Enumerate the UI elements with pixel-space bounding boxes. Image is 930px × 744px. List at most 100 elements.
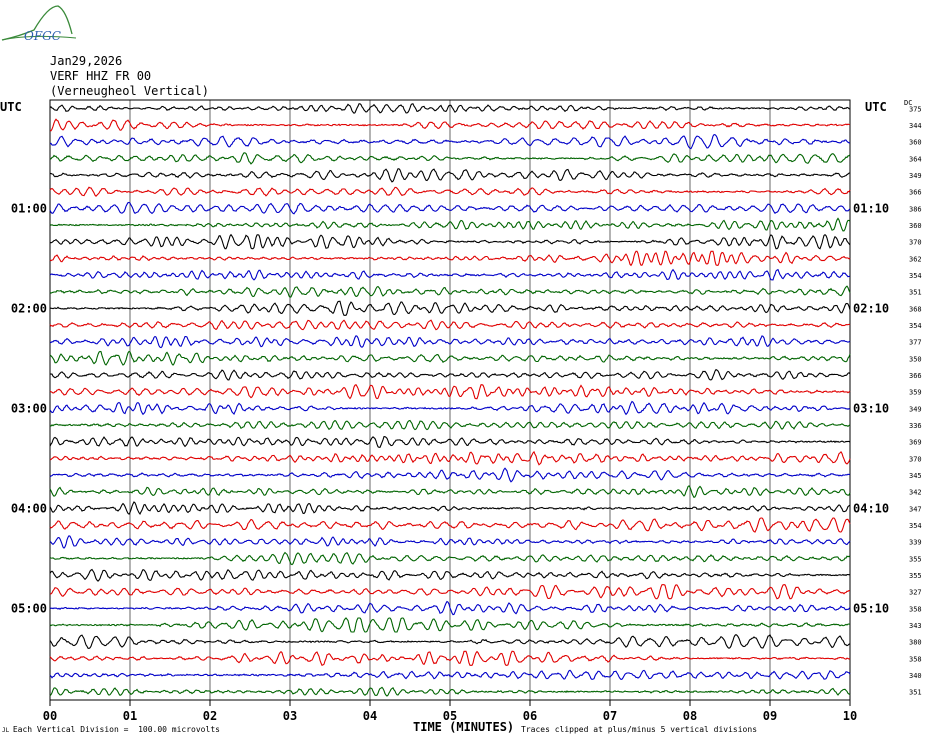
trace-line xyxy=(49,250,851,267)
right-time-label: 02:10 xyxy=(853,301,889,315)
trace-line xyxy=(49,584,850,600)
trace-line xyxy=(49,383,851,400)
trace-line xyxy=(49,268,851,281)
plot-grid xyxy=(49,99,851,706)
dc-offset-label: 336 xyxy=(909,422,922,430)
trace-line xyxy=(49,201,851,215)
x-tick-label: 00 xyxy=(43,709,57,723)
x-tick-label: 07 xyxy=(603,709,617,723)
trace-line xyxy=(49,669,851,681)
trace-line xyxy=(49,617,851,633)
footer-mark: JL xyxy=(2,727,13,734)
dc-offset-label: 345 xyxy=(909,472,922,480)
x-tick-label: 01 xyxy=(123,709,137,723)
dc-offset-label: 380 xyxy=(909,639,922,647)
trace-line xyxy=(49,152,851,165)
x-tick-label: 08 xyxy=(683,709,697,723)
dc-offset-label: 364 xyxy=(909,155,922,163)
dc-offset-label: 358 xyxy=(909,605,922,613)
trace-line xyxy=(49,400,851,416)
trace-line xyxy=(49,535,851,549)
dc-offset-label: 349 xyxy=(909,405,922,413)
dc-offset-label: 359 xyxy=(909,389,922,397)
station-code: VERF HHZ FR 00 xyxy=(50,69,152,83)
dc-offset-label: 366 xyxy=(909,372,922,380)
station-location: (Verneugheol Vertical) xyxy=(50,84,209,98)
x-tick-label: 03 xyxy=(283,709,297,723)
x-tick-label: 02 xyxy=(203,709,217,723)
left-time-label: 04:00 xyxy=(11,501,47,515)
trace-line xyxy=(49,233,851,250)
dc-offset-label: 354 xyxy=(909,522,922,530)
x-axis-title: TIME (MINUTES) xyxy=(413,720,515,734)
footer-scale-note: Each Vertical Division = 100.00 microvol… xyxy=(12,725,220,734)
trace-line xyxy=(49,217,851,232)
dc-offset-label: 344 xyxy=(909,122,922,130)
dc-offset-label: 351 xyxy=(909,289,922,297)
trace-line xyxy=(49,285,851,298)
dc-offset-label: 377 xyxy=(909,339,922,347)
trace-line xyxy=(49,319,851,331)
x-tick-label: 09 xyxy=(763,709,777,723)
footer-clip-note: Traces clipped at plus/minus 5 vertical … xyxy=(521,725,758,734)
logo-text: OFGC xyxy=(24,29,61,43)
ofgc-logo: OFGC xyxy=(1,5,77,43)
chart-date: Jan29,2026 xyxy=(50,54,123,68)
left-utc-label: UTC xyxy=(0,100,22,114)
trace-group xyxy=(49,103,851,697)
left-time-label: 05:00 xyxy=(11,601,47,615)
left-time-label: 03:00 xyxy=(11,401,47,415)
dc-offset-label: 339 xyxy=(909,539,922,547)
trace-line xyxy=(49,485,851,499)
left-time-label: 02:00 xyxy=(11,301,47,315)
dc-offset-label: 349 xyxy=(909,172,922,180)
dc-offset-label: 327 xyxy=(909,589,922,597)
dc-offset-label: 386 xyxy=(909,205,922,213)
x-tick-label: 04 xyxy=(363,709,377,723)
trace-line xyxy=(49,134,851,150)
footer-left: JL Each Vertical Division = 100.00 micro… xyxy=(2,725,220,734)
dc-offset-label: 351 xyxy=(909,689,922,697)
left-time-label: 01:00 xyxy=(11,201,47,215)
trace-line xyxy=(49,103,851,114)
dc-offset-label: 360 xyxy=(909,222,922,230)
x-tick-label: 10 xyxy=(843,709,857,723)
trace-line xyxy=(49,450,851,466)
trace-line xyxy=(49,568,851,582)
trace-line xyxy=(49,634,851,649)
dc-offset-label: 362 xyxy=(909,255,922,263)
dc-offset-label: 355 xyxy=(909,572,922,580)
dc-offset-label: 360 xyxy=(909,139,922,147)
dc-offset-label: 340 xyxy=(909,672,922,680)
right-time-label: 05:10 xyxy=(853,601,889,615)
trace-line xyxy=(49,350,851,366)
trace-line xyxy=(49,118,851,132)
trace-line xyxy=(49,186,851,197)
trace-line xyxy=(49,600,851,616)
dc-offset-label: 375 xyxy=(909,105,922,113)
dc-offset-label: 369 xyxy=(909,439,922,447)
dc-offset-label: 358 xyxy=(909,655,922,663)
dc-offset-label: 370 xyxy=(909,239,922,247)
trace-line xyxy=(49,436,851,448)
dc-offset-label: 355 xyxy=(909,555,922,563)
right-time-label: 04:10 xyxy=(853,501,889,515)
dc-offset-label: 366 xyxy=(909,189,922,197)
dc-header-label: DC xyxy=(904,99,912,107)
dc-offset-label: 347 xyxy=(909,505,922,513)
trace-line xyxy=(49,419,851,431)
dc-offset-label: 354 xyxy=(909,322,922,330)
dc-offset-label: 354 xyxy=(909,272,922,280)
trace-line xyxy=(49,501,851,516)
trace-line xyxy=(49,517,851,533)
trace-line xyxy=(49,168,851,183)
x-tick-label: 06 xyxy=(523,709,537,723)
trace-line xyxy=(49,300,851,316)
trace-line xyxy=(49,467,851,483)
trace-line xyxy=(49,650,851,667)
x-tick-label: 05 xyxy=(443,709,457,723)
trace-line xyxy=(49,686,851,697)
dc-offset-label: 350 xyxy=(909,355,922,363)
